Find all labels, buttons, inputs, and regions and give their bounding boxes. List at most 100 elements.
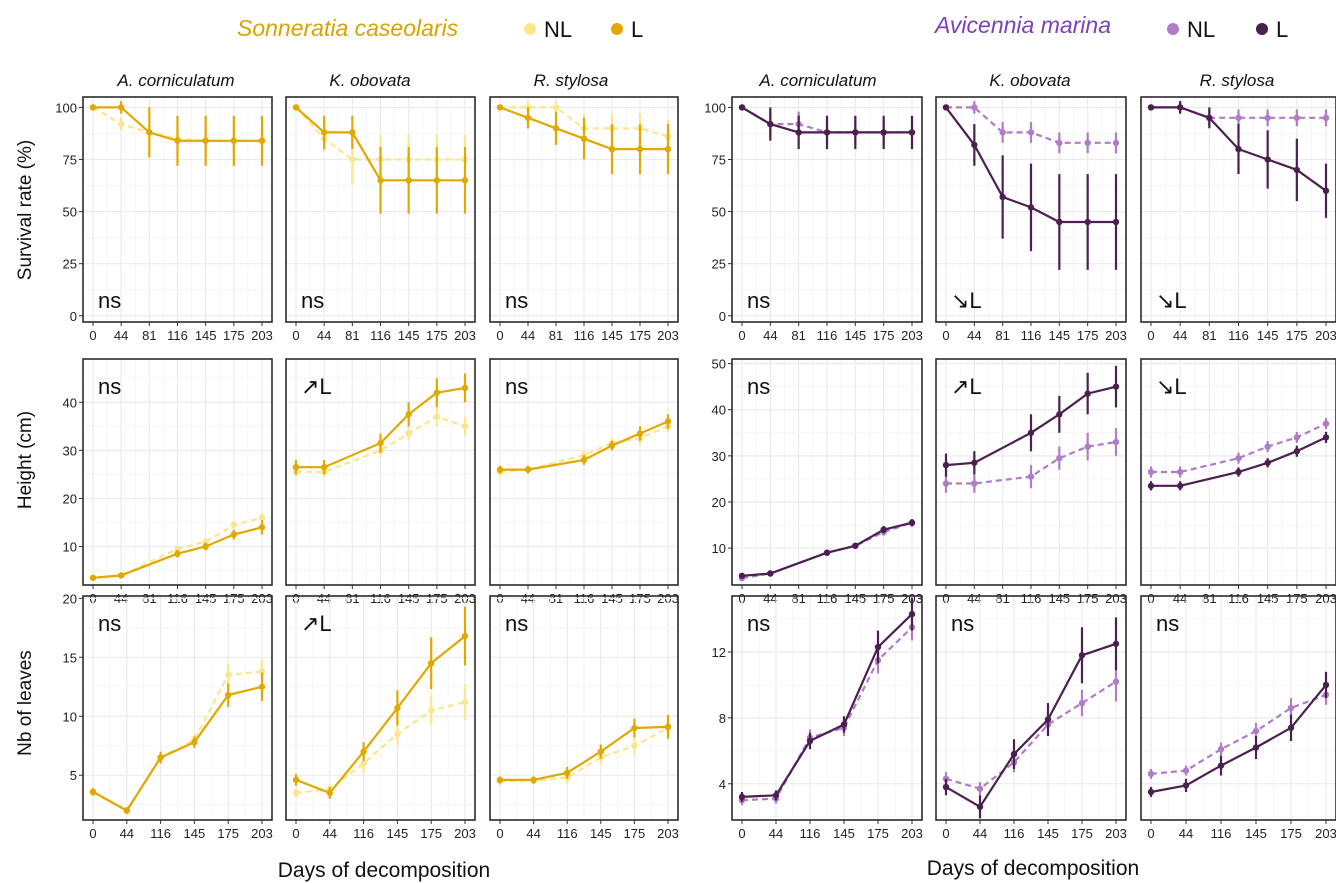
y-tick-label: 25 — [712, 257, 726, 272]
y-axis-label-leaves: Nb of leaves — [15, 650, 36, 756]
legend-label-avicennia-l: L — [1276, 17, 1288, 42]
data-point-l — [1287, 724, 1295, 731]
data-point-nl — [1112, 678, 1120, 685]
x-tick-label: 44 — [526, 826, 540, 841]
data-point-nl — [292, 789, 300, 797]
data-point-nl — [1112, 438, 1120, 446]
x-tick-label: 116 — [150, 826, 171, 841]
x-tick-label: 0 — [89, 328, 96, 343]
data-point-l — [1056, 411, 1063, 418]
significance-annotation: ns — [747, 611, 770, 636]
y-axis-label-survival: Survival rate (%) — [15, 140, 36, 280]
series-line-l — [1150, 684, 1327, 794]
significance-annotation: ns — [98, 374, 121, 399]
data-point-nl — [1264, 114, 1271, 122]
x-tick-label: 145 — [833, 826, 855, 841]
x-tick-label: 175 — [223, 328, 245, 343]
data-point-nl — [461, 698, 469, 706]
data-point-nl — [1293, 434, 1301, 441]
x-tick-label: 0 — [738, 328, 745, 343]
series-line-nl — [945, 680, 1117, 790]
x-tick-label: 44 — [120, 826, 134, 841]
data-point-l — [292, 776, 300, 784]
x-tick-label: 145 — [184, 826, 206, 841]
data-point-l — [664, 418, 672, 425]
legend-marker-sonneratia-nl — [524, 23, 536, 35]
data-point-l — [1252, 744, 1260, 751]
data-point-l — [580, 135, 588, 142]
series-line-l — [296, 386, 466, 469]
data-point-l — [608, 145, 616, 153]
y-tick-label: 50 — [712, 357, 726, 372]
data-point-l — [738, 104, 746, 111]
data-point-l — [738, 793, 746, 801]
data-point-l — [157, 754, 164, 761]
strip-right-k-obovata: K. obovata — [989, 71, 1070, 90]
data-point-l — [320, 463, 328, 471]
x-tick-label: 81 — [1202, 328, 1216, 343]
x-tick-label: 145 — [1245, 826, 1267, 841]
panel-left-nb-of-leaves-r-stylosa: ns 0 44 116 145 175 203 — [489, 595, 679, 841]
x-tick-label: 145 — [398, 328, 420, 343]
panel-left-height-cm-a-corniculatum: ns0448111614517520310203040 — [63, 358, 273, 606]
data-point-l — [89, 574, 97, 581]
data-point-l — [908, 610, 916, 618]
data-point-l — [1217, 762, 1225, 769]
significance-annotation: ns — [98, 611, 121, 636]
y-tick-label: 4 — [719, 777, 726, 792]
data-point-l — [1027, 429, 1035, 436]
data-point-l — [597, 748, 604, 755]
x-tick-label: 116 — [1004, 826, 1025, 841]
data-point-l — [524, 114, 532, 122]
data-point-l — [496, 466, 504, 473]
data-point-nl — [230, 521, 238, 529]
data-point-l — [292, 104, 300, 111]
series-line-l — [500, 725, 669, 781]
x-tick-label: 145 — [590, 826, 612, 841]
x-tick-label: 203 — [657, 328, 679, 343]
data-point-l — [174, 550, 181, 557]
strip-right-r-stylosa: R. stylosa — [1200, 71, 1275, 90]
data-point-l — [89, 788, 97, 795]
x-tick-label: 175 — [217, 826, 239, 841]
data-point-l — [908, 519, 916, 526]
significance-annotation: ns — [505, 288, 528, 313]
data-point-l — [564, 769, 571, 777]
x-tick-label: 203 — [901, 328, 923, 343]
significance-annotation: ns — [505, 374, 528, 399]
data-point-l — [230, 137, 238, 144]
strip-left-r-stylosa: R. stylosa — [534, 71, 609, 90]
data-point-l — [1056, 218, 1063, 226]
data-point-l — [1206, 114, 1213, 122]
data-point-l — [631, 724, 638, 732]
data-point-nl — [349, 156, 356, 163]
x-tick-label: 0 — [1147, 328, 1154, 343]
panel-right-survival-rate-k-obovata: ↘L0 44 81 116 145 175 203 — [935, 96, 1127, 343]
data-point-l — [795, 129, 802, 136]
data-point-nl — [1078, 699, 1086, 707]
data-point-nl — [1084, 139, 1091, 147]
data-point-l — [1084, 390, 1091, 397]
y-tick-label: 100 — [55, 100, 77, 115]
x-tick-label: 116 — [370, 328, 391, 343]
data-point-l — [326, 789, 333, 797]
data-point-nl — [1084, 443, 1091, 450]
significance-annotation: ↘L — [951, 288, 982, 313]
series-line-nl — [946, 440, 1117, 485]
data-point-l — [942, 104, 950, 111]
x-tick-label: 175 — [1286, 591, 1308, 606]
legend-label-sonneratia-l: L — [631, 17, 643, 42]
data-point-l — [496, 776, 504, 784]
y-tick-label: 50 — [712, 205, 726, 220]
data-point-l — [258, 524, 266, 531]
panel-border — [1140, 595, 1336, 821]
y-tick-label: 75 — [63, 153, 77, 168]
x-tick-label: 175 — [629, 328, 651, 343]
x-tick-label: 81 — [1202, 591, 1216, 606]
panel-border — [731, 595, 923, 821]
data-point-l — [394, 704, 401, 712]
data-point-l — [971, 141, 978, 149]
significance-annotation: ns — [747, 288, 770, 313]
